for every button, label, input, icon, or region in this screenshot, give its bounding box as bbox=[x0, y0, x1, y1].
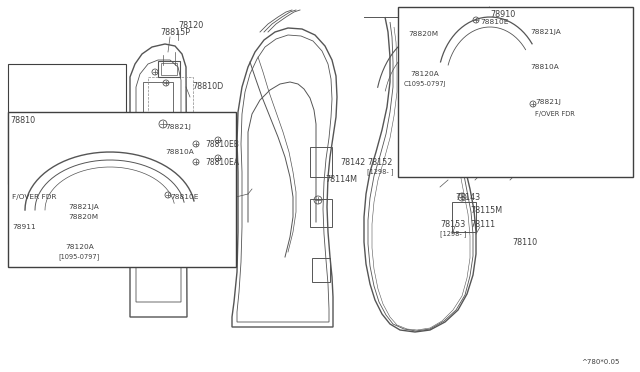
Text: 78810A: 78810A bbox=[530, 64, 559, 70]
Text: 78821J: 78821J bbox=[165, 124, 191, 130]
Text: 78911: 78911 bbox=[12, 224, 36, 230]
Bar bbox=[143, 82, 173, 152]
Text: [1298- ]: [1298- ] bbox=[367, 169, 394, 175]
Text: 78815P: 78815P bbox=[160, 28, 190, 36]
Text: ^780*0.05: ^780*0.05 bbox=[582, 359, 620, 365]
Text: 78810E: 78810E bbox=[480, 19, 508, 25]
Text: 78820M: 78820M bbox=[68, 214, 98, 220]
Text: 78810E: 78810E bbox=[170, 194, 198, 200]
Text: 78152: 78152 bbox=[367, 157, 392, 167]
Text: 78120A: 78120A bbox=[410, 71, 439, 77]
Text: C1095-0797J: C1095-0797J bbox=[404, 81, 447, 87]
Bar bbox=[452, 202, 476, 232]
Text: 78820M: 78820M bbox=[408, 31, 438, 37]
Text: 78115M: 78115M bbox=[470, 205, 502, 215]
Bar bbox=[310, 199, 332, 227]
Text: 78142: 78142 bbox=[340, 157, 365, 167]
Text: 78810D: 78810D bbox=[192, 81, 223, 90]
Text: 78821JA: 78821JA bbox=[68, 204, 99, 210]
Text: 78810: 78810 bbox=[10, 115, 35, 125]
Text: 78910: 78910 bbox=[490, 10, 515, 19]
Text: 78110: 78110 bbox=[512, 237, 537, 247]
Text: [1298- ]: [1298- ] bbox=[440, 231, 467, 237]
Bar bbox=[161, 63, 177, 75]
Text: 78111: 78111 bbox=[470, 219, 495, 228]
Text: 78810A: 78810A bbox=[165, 149, 194, 155]
Text: F/OVER FDR: F/OVER FDR bbox=[535, 111, 575, 117]
Text: 78821JA: 78821JA bbox=[530, 29, 561, 35]
Bar bbox=[398, 7, 633, 177]
Bar bbox=[312, 258, 330, 282]
Text: F/OVER FDR: F/OVER FDR bbox=[12, 194, 56, 200]
Bar bbox=[8, 64, 126, 184]
Text: 78120A: 78120A bbox=[65, 244, 93, 250]
Text: 78153: 78153 bbox=[440, 219, 465, 228]
Text: 78821J: 78821J bbox=[535, 99, 561, 105]
Text: 78120: 78120 bbox=[178, 20, 204, 29]
Bar bbox=[148, 77, 193, 122]
Text: 78143: 78143 bbox=[455, 192, 480, 202]
Text: 78810EA: 78810EA bbox=[205, 157, 239, 167]
Bar bbox=[452, 140, 476, 172]
Bar bbox=[310, 147, 332, 177]
Bar bbox=[158, 61, 180, 77]
Text: 78114M: 78114M bbox=[325, 174, 357, 183]
Bar bbox=[8, 112, 236, 267]
Text: [1095-0797]: [1095-0797] bbox=[58, 254, 99, 260]
Text: 78810EB: 78810EB bbox=[205, 140, 239, 148]
